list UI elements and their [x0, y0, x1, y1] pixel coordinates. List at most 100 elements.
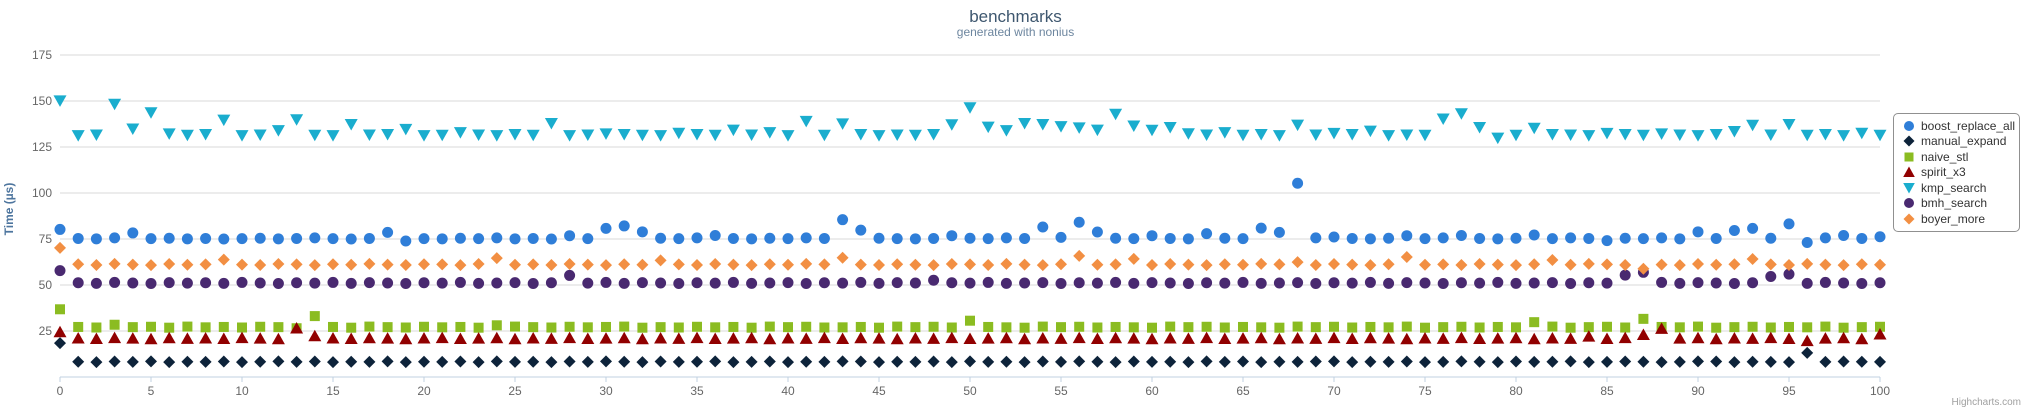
data-point-boost_replace_all[interactable]: [454, 232, 466, 244]
data-point-naive_stl[interactable]: [146, 321, 156, 332]
data-point-bmh_search[interactable]: [636, 277, 648, 289]
data-point-naive_stl[interactable]: [1420, 322, 1430, 333]
data-point-boyer_more[interactable]: [199, 258, 212, 271]
data-point-spirit_x3[interactable]: [544, 332, 558, 344]
data-point-naive_stl[interactable]: [1274, 322, 1285, 333]
data-point-kmp_search[interactable]: [1491, 132, 1505, 145]
data-point-bmh_search[interactable]: [1656, 276, 1668, 288]
data-point-manual_expand[interactable]: [145, 355, 157, 368]
data-point-boost_replace_all[interactable]: [1856, 232, 1868, 244]
data-point-spirit_x3[interactable]: [908, 331, 922, 344]
data-point-boost_replace_all[interactable]: [928, 232, 940, 244]
data-point-boyer_more[interactable]: [618, 258, 631, 271]
data-point-naive_stl[interactable]: [1765, 322, 1776, 333]
data-point-boyer_more[interactable]: [181, 258, 194, 271]
data-point-bmh_search[interactable]: [90, 277, 102, 289]
data-point-boyer_more[interactable]: [1255, 257, 1268, 270]
data-point-kmp_search[interactable]: [1181, 128, 1195, 140]
data-point-bmh_search[interactable]: [200, 277, 212, 289]
data-point-bmh_search[interactable]: [1747, 277, 1759, 289]
data-point-manual_expand[interactable]: [745, 355, 758, 368]
data-point-manual_expand[interactable]: [672, 355, 685, 368]
data-point-bmh_search[interactable]: [400, 278, 412, 290]
data-point-bmh_search[interactable]: [928, 274, 940, 286]
data-point-boyer_more[interactable]: [1491, 258, 1504, 271]
data-point-manual_expand[interactable]: [181, 355, 194, 368]
data-point-bmh_search[interactable]: [291, 277, 303, 289]
data-point-naive_stl[interactable]: [546, 322, 557, 333]
data-point-bmh_search[interactable]: [1110, 276, 1122, 288]
data-point-spirit_x3[interactable]: [1436, 332, 1450, 344]
data-point-kmp_search[interactable]: [89, 129, 103, 142]
data-point-spirit_x3[interactable]: [144, 332, 158, 345]
data-point-kmp_search[interactable]: [836, 118, 850, 130]
data-point-boyer_more[interactable]: [1218, 258, 1231, 271]
data-point-manual_expand[interactable]: [1400, 355, 1413, 368]
data-point-boost_replace_all[interactable]: [818, 232, 830, 244]
data-point-boost_replace_all[interactable]: [1474, 232, 1486, 244]
data-point-boyer_more[interactable]: [436, 258, 449, 271]
data-point-bmh_search[interactable]: [1255, 277, 1267, 289]
data-point-naive_stl[interactable]: [237, 322, 247, 333]
data-point-boost_replace_all[interactable]: [418, 233, 430, 245]
data-point-manual_expand[interactable]: [1309, 355, 1322, 368]
data-point-boost_replace_all[interactable]: [1328, 231, 1340, 243]
data-point-boyer_more[interactable]: [1073, 249, 1086, 262]
data-point-bmh_search[interactable]: [946, 277, 958, 289]
data-point-bmh_search[interactable]: [1128, 277, 1140, 289]
data-point-kmp_search[interactable]: [1782, 119, 1796, 131]
data-point-naive_stl[interactable]: [819, 322, 830, 333]
data-point-naive_stl[interactable]: [1365, 321, 1376, 332]
data-point-boyer_more[interactable]: [1273, 258, 1286, 271]
data-point-boyer_more[interactable]: [1309, 258, 1322, 271]
data-point-manual_expand[interactable]: [891, 355, 904, 368]
data-point-kmp_search[interactable]: [180, 129, 194, 142]
data-point-manual_expand[interactable]: [509, 355, 521, 368]
data-point-boyer_more[interactable]: [217, 253, 230, 266]
data-point-boyer_more[interactable]: [691, 258, 703, 271]
data-point-boyer_more[interactable]: [1455, 258, 1468, 271]
data-point-boyer_more[interactable]: [1728, 258, 1741, 271]
data-point-boyer_more[interactable]: [418, 258, 430, 271]
data-point-boost_replace_all[interactable]: [891, 233, 903, 245]
data-point-bmh_search[interactable]: [873, 277, 885, 289]
data-point-spirit_x3[interactable]: [1090, 332, 1104, 345]
data-point-spirit_x3[interactable]: [1527, 332, 1541, 345]
data-point-boyer_more[interactable]: [891, 258, 904, 271]
data-point-bmh_search[interactable]: [1728, 278, 1740, 290]
data-point-spirit_x3[interactable]: [453, 332, 467, 345]
data-point-spirit_x3[interactable]: [1272, 332, 1286, 345]
data-point-bmh_search[interactable]: [1401, 277, 1413, 289]
data-point-bmh_search[interactable]: [491, 277, 503, 289]
data-point-spirit_x3[interactable]: [526, 331, 540, 344]
data-point-kmp_search[interactable]: [1818, 128, 1832, 141]
data-point-naive_stl[interactable]: [983, 321, 994, 332]
data-point-boost_replace_all[interactable]: [564, 230, 576, 242]
data-point-kmp_search[interactable]: [1382, 130, 1396, 142]
data-point-bmh_search[interactable]: [145, 278, 157, 290]
data-point-boost_replace_all[interactable]: [837, 214, 849, 226]
data-point-naive_stl[interactable]: [1602, 321, 1612, 332]
data-point-spirit_x3[interactable]: [308, 329, 322, 342]
data-point-spirit_x3[interactable]: [1018, 332, 1032, 345]
data-point-boyer_more[interactable]: [1419, 258, 1431, 271]
data-point-boyer_more[interactable]: [745, 259, 758, 272]
data-point-boyer_more[interactable]: [1582, 257, 1595, 270]
data-point-spirit_x3[interactable]: [1582, 330, 1596, 342]
data-point-spirit_x3[interactable]: [708, 332, 722, 345]
data-point-kmp_search[interactable]: [453, 127, 467, 139]
data-point-boyer_more[interactable]: [1655, 258, 1668, 271]
data-point-manual_expand[interactable]: [1819, 355, 1832, 368]
data-point-spirit_x3[interactable]: [599, 332, 613, 344]
data-point-bmh_search[interactable]: [837, 277, 849, 289]
data-point-naive_stl[interactable]: [437, 322, 448, 333]
data-point-bmh_search[interactable]: [600, 276, 612, 288]
data-point-kmp_search[interactable]: [781, 130, 795, 142]
data-point-boost_replace_all[interactable]: [1055, 231, 1067, 243]
data-point-kmp_search[interactable]: [726, 124, 740, 137]
data-point-boost_replace_all[interactable]: [1383, 232, 1395, 244]
data-point-boyer_more[interactable]: [1400, 251, 1413, 264]
data-point-kmp_search[interactable]: [253, 129, 267, 142]
data-point-bmh_search[interactable]: [1765, 271, 1777, 283]
data-point-naive_stl[interactable]: [655, 322, 666, 333]
